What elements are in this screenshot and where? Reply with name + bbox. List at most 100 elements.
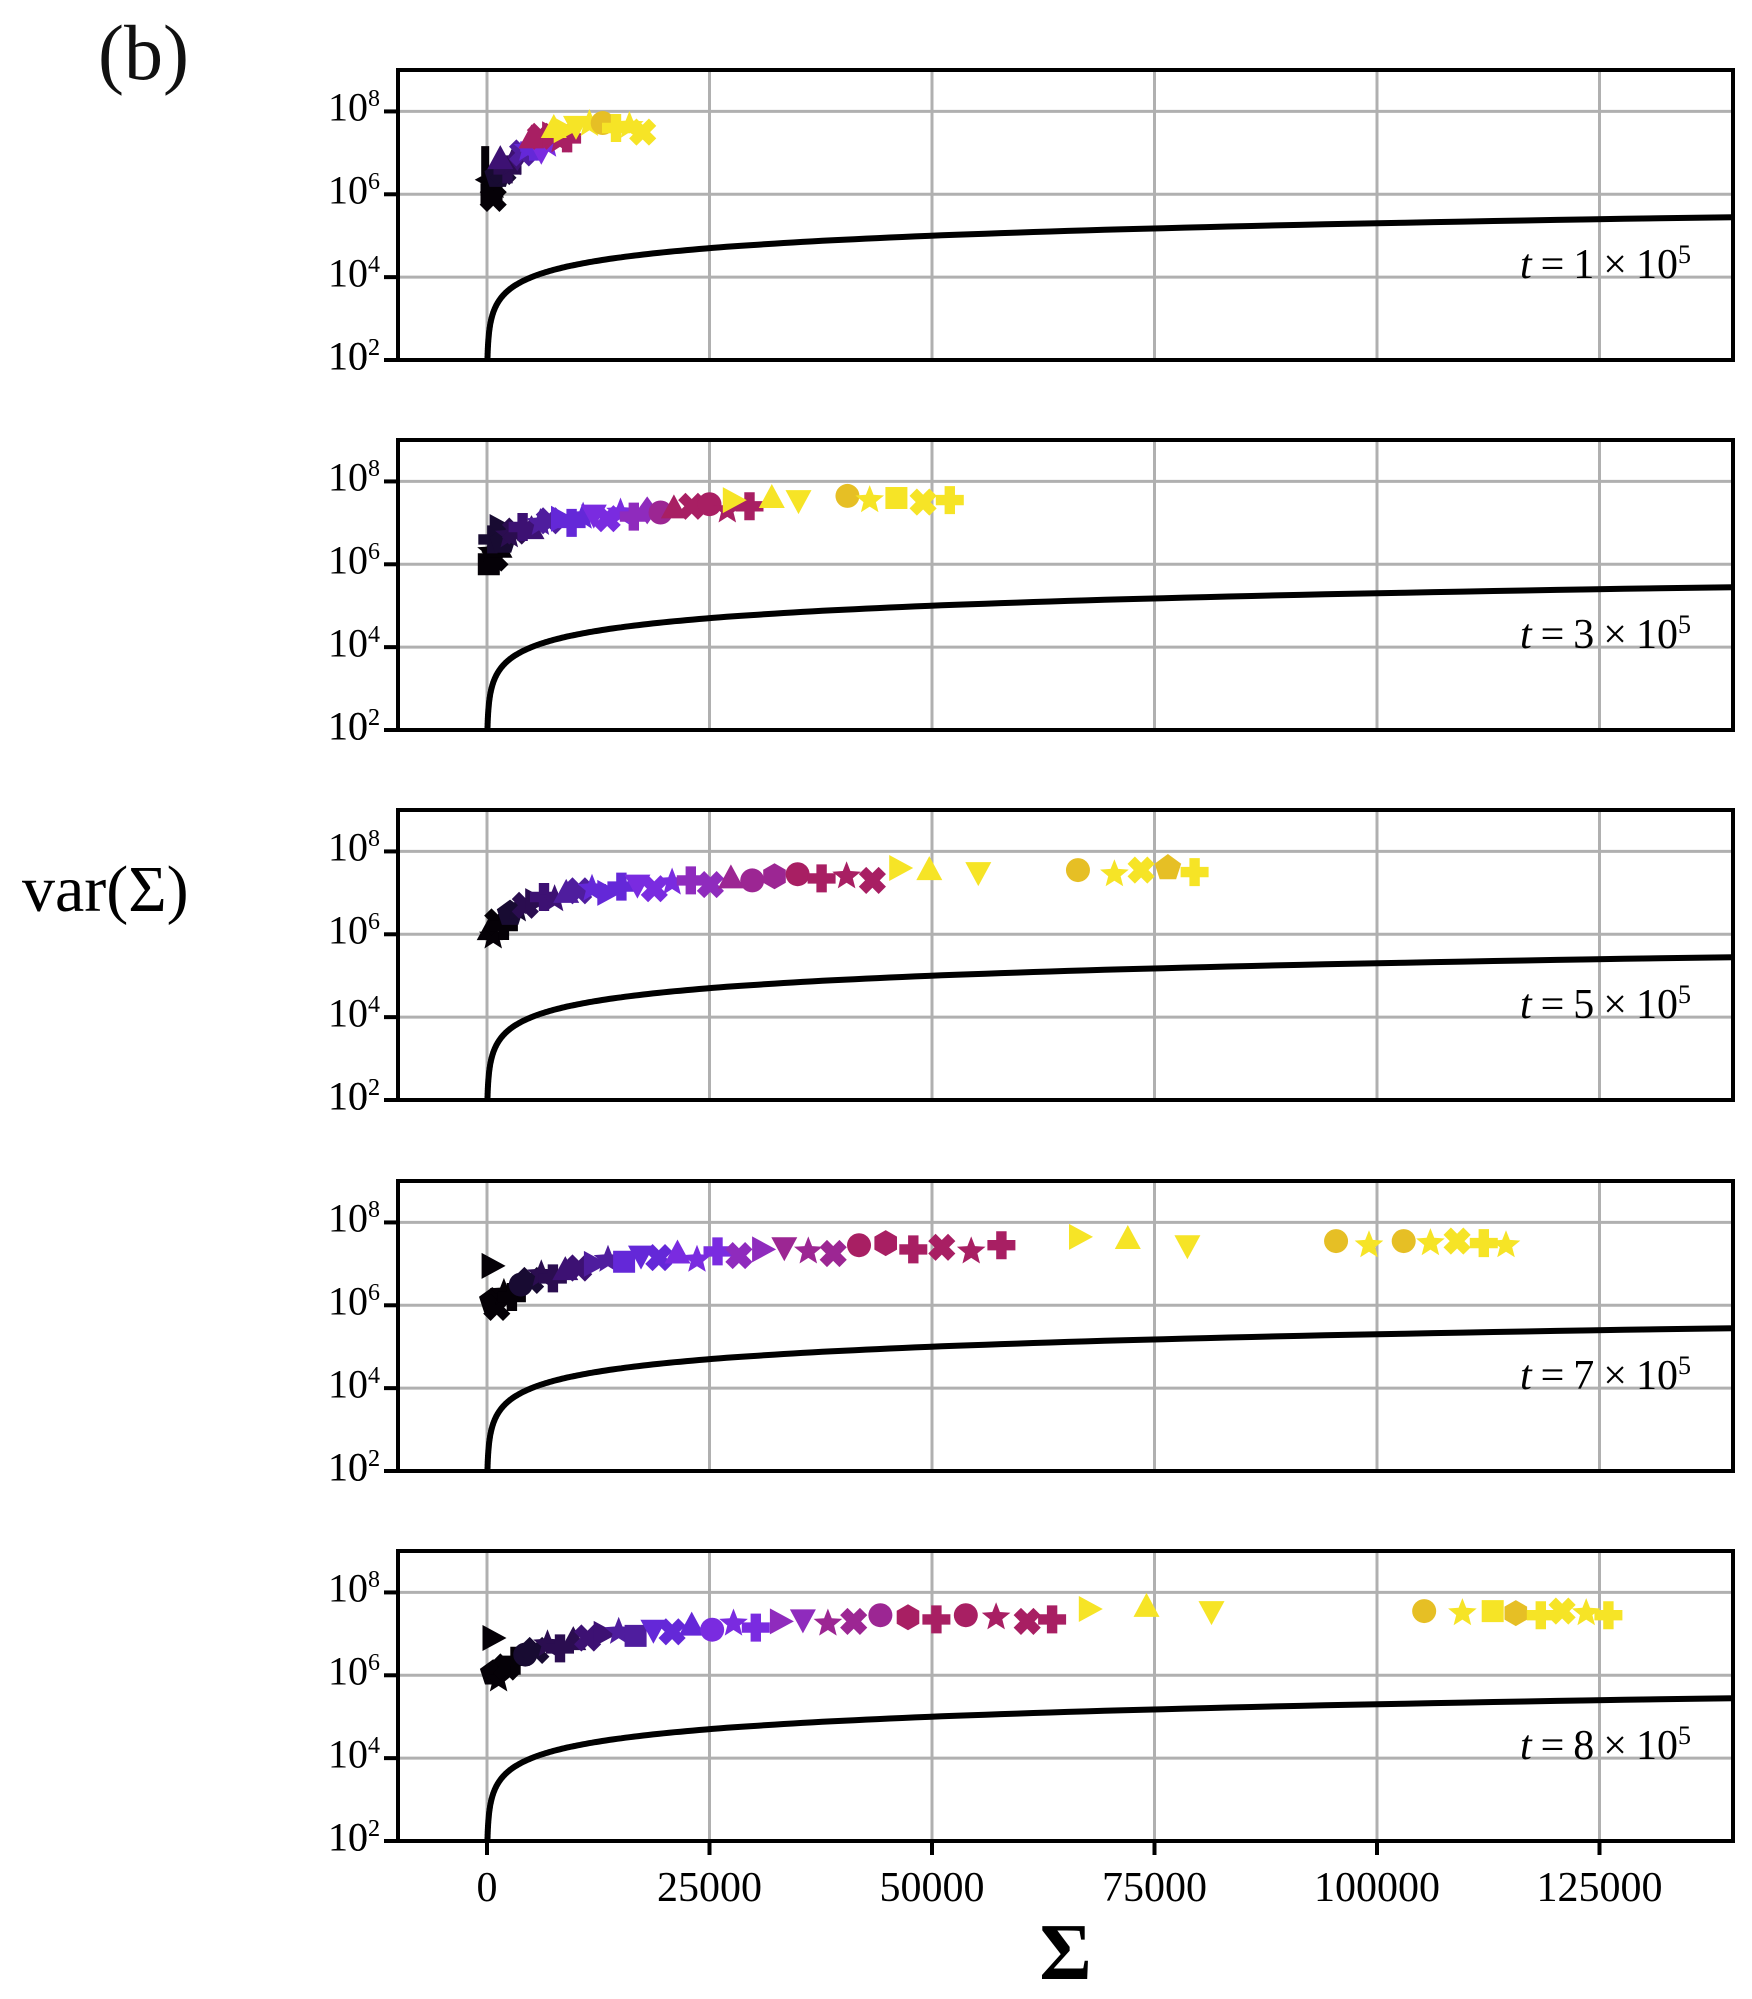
data-point-circle [835, 483, 860, 508]
y-tick-label: 102 [328, 1814, 380, 1860]
data-point-triangle-up [678, 1611, 705, 1636]
times-sign: × [1603, 1353, 1627, 1399]
data-point-star [593, 1244, 623, 1272]
data-point-triangle-up [916, 856, 943, 881]
t-base: 10 [1635, 982, 1678, 1028]
y-tick-label: 102 [328, 333, 380, 379]
data-point-star [813, 1608, 843, 1636]
data-point-star [615, 110, 644, 138]
data-point-plus [807, 864, 836, 893]
data-point-plus [899, 1235, 928, 1264]
x-axis-label: Σ [1039, 1909, 1092, 1997]
data-point-star [604, 1616, 633, 1644]
data-point-triangle-up [664, 1239, 691, 1264]
scatter-plot [384, 68, 1735, 362]
data-point-plus [602, 114, 630, 142]
data-point-circle [740, 868, 765, 893]
data-point-plus [987, 1231, 1016, 1260]
data-point-plus [546, 1634, 574, 1663]
t-exponent: 5 [1677, 980, 1691, 1009]
y-tick-label: 108 [328, 1195, 380, 1241]
data-point-hexagon [763, 863, 786, 890]
data-point-x-cross [725, 1242, 753, 1270]
t-mantissa: 5 [1573, 982, 1595, 1028]
data-point-x-cross [640, 875, 668, 903]
data-point-triangle-right [752, 1236, 777, 1263]
t-exponent: 5 [1677, 1721, 1691, 1750]
subplot-t-5e5: t = 5 × 105 108 106 104 102 102 [328, 808, 1735, 1116]
data-point-star [1571, 1598, 1601, 1626]
subplot-t-8e5: t = 8 × 105 108 106 104 102 102 0 25000 50000 75000 1… [328, 1549, 1735, 1909]
data-point-triangle-up [518, 515, 545, 540]
data-point-star [1100, 859, 1129, 887]
t-symbol: t [1519, 982, 1532, 1028]
data-point-triangle-right [597, 879, 622, 906]
data-point-plus [508, 513, 537, 541]
scatter-plot [384, 808, 1735, 1102]
data-point-triangle-right [769, 1608, 794, 1635]
t-symbol: t [1519, 242, 1532, 288]
time-annotation: t = 8 × 105 [1520, 1721, 1691, 1770]
data-point-circle [700, 1617, 725, 1642]
reference-curve [484, 954, 1734, 1101]
data-point-triangle-up [758, 484, 785, 508]
y-tick-label: 104 [328, 1361, 380, 1407]
data-point-hexagon [896, 1604, 920, 1631]
data-point-triangle-right [482, 1625, 507, 1651]
times-sign: × [1603, 612, 1627, 658]
time-annotation: t = 1 × 105 [1520, 240, 1691, 289]
data-point-circle [785, 862, 810, 887]
data-point-plus [1526, 1601, 1555, 1630]
data-point-triangle-right [593, 1620, 618, 1647]
y-tick-label: 106 [328, 907, 380, 953]
data-point-star [540, 884, 569, 912]
data-point-plus [538, 1264, 567, 1293]
data-point-plus [553, 124, 582, 153]
x-tick-label: 75000 [1102, 1865, 1207, 1911]
t-mantissa: 7 [1573, 1353, 1595, 1399]
data-point-x-cross [858, 866, 886, 894]
t-exponent: 5 [1677, 610, 1691, 639]
data-point-star [489, 1277, 519, 1305]
data-point-star [657, 867, 687, 895]
times-sign: × [1603, 242, 1627, 288]
data-point-square [613, 1250, 636, 1273]
data-point-plus [489, 912, 518, 940]
t-symbol: t [1519, 1353, 1532, 1399]
y-tick-label: 102 [328, 703, 380, 749]
t-mantissa: 1 [1573, 242, 1595, 288]
times-sign: × [1603, 982, 1627, 1028]
data-point-triangle-up [717, 864, 744, 889]
data-point-circle [1391, 1229, 1416, 1254]
data-point-square [1481, 1600, 1504, 1623]
data-point-triangle-down [1198, 1601, 1225, 1626]
data-point-x-cross [629, 118, 657, 146]
subplot-t-3e5: t = 3 × 105 108 106 104 102 102 [328, 438, 1735, 746]
data-point-star [832, 861, 861, 889]
y-tick-label: 108 [328, 1565, 380, 1611]
data-point-plus [676, 866, 705, 895]
data-point-x-cross [479, 184, 507, 212]
data-point-star [1416, 1228, 1445, 1256]
data-point-triangle-up [1114, 1225, 1141, 1249]
y-axis-label: var(Σ) [22, 853, 189, 926]
data-point-triangle-down [1174, 1235, 1201, 1260]
data-point-plus [1038, 1605, 1067, 1634]
t-base: 10 [1635, 1723, 1678, 1769]
data-point-plus [619, 502, 648, 531]
y-tick-label: 106 [328, 1648, 380, 1694]
data-point-triangle-up [1133, 1592, 1160, 1617]
y-tick-label: 106 [328, 1278, 380, 1324]
data-point-star [577, 873, 607, 901]
axes-spine [396, 1179, 1735, 1473]
t-base: 10 [1635, 1353, 1678, 1399]
data-point-x-cross [1443, 1227, 1471, 1255]
y-tick-label: 108 [328, 454, 380, 500]
t-symbol: t [1519, 1723, 1532, 1769]
data-point-circle [648, 500, 673, 525]
data-point-plus [497, 1283, 526, 1311]
data-point-star [956, 1236, 986, 1264]
data-point-x-cross [819, 1239, 847, 1268]
y-tick-label: 102 [328, 1444, 380, 1490]
